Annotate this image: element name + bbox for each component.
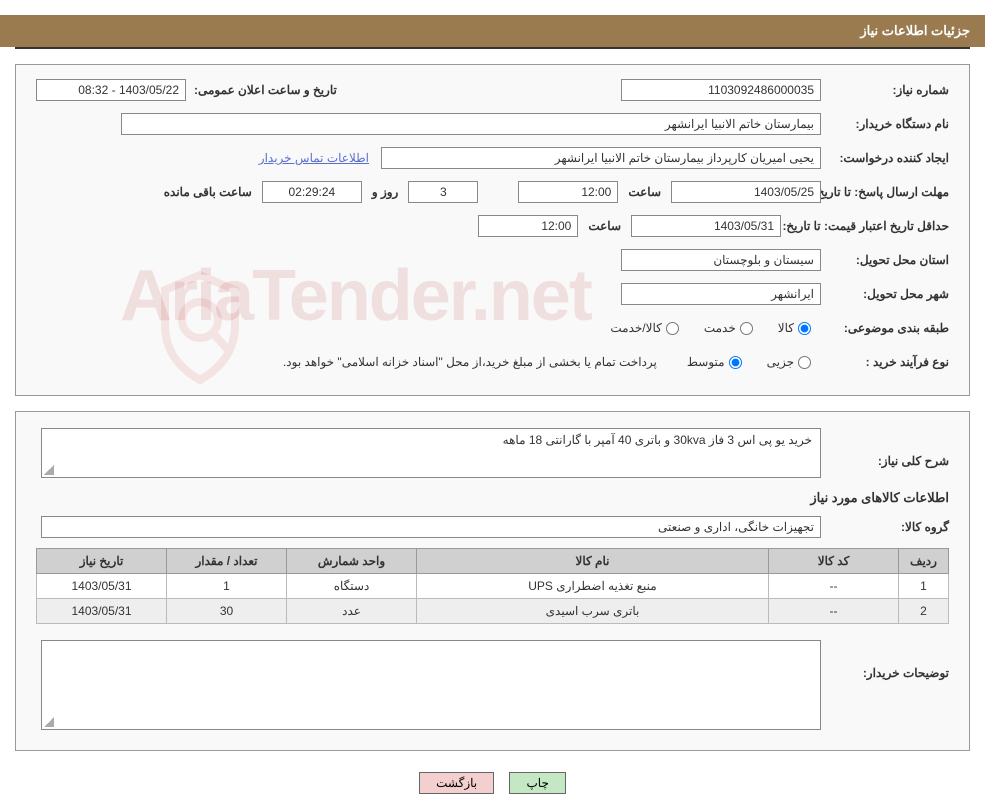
row-need-no: شماره نیاز: 1103092486000035 تاریخ و ساع…: [36, 77, 949, 103]
field-reply-date: 1403/05/25: [671, 181, 821, 203]
cell-row: 2: [899, 599, 949, 624]
label-min-validity: حداقل تاریخ اعتبار قیمت: تا تاریخ:: [789, 219, 949, 233]
field-overall-desc[interactable]: خرید یو پی اس 3 فاز 30kva و باتری 40 آمپ…: [41, 428, 821, 478]
cell-code: --: [769, 599, 899, 624]
button-row: چاپ بازگشت: [0, 766, 985, 812]
buyer-contact-link[interactable]: اطلاعات تماس خریدار: [259, 151, 369, 165]
field-need-no: 1103092486000035: [621, 79, 821, 101]
radio-goods-service-label: کالا/خدمت: [610, 321, 661, 335]
label-time-remaining: ساعت باقی مانده: [164, 185, 252, 199]
label-overall-desc: شرح کلی نیاز:: [829, 424, 949, 468]
cell-qty: 1: [167, 574, 287, 599]
table-row: 1 -- منبع تغذیه اضطراری UPS دستگاه 1 140…: [37, 574, 949, 599]
table-row: 2 -- باتری سرب اسیدی عدد 30 1403/05/31: [37, 599, 949, 624]
field-requester: یحیی امیریان کارپرداز بیمارستان خاتم الا…: [381, 147, 821, 169]
page-title: جزئیات اطلاعات نیاز: [860, 23, 970, 38]
field-validity-date: 1403/05/31: [631, 215, 781, 237]
label-subject-class: طبقه بندی موضوعی:: [829, 321, 949, 335]
cell-date: 1403/05/31: [37, 574, 167, 599]
page-title-bar: جزئیات اطلاعات نیاز: [0, 15, 985, 47]
radio-medium[interactable]: [729, 356, 742, 369]
cell-code: --: [769, 574, 899, 599]
label-reply-deadline: مهلت ارسال پاسخ: تا تاریخ:: [829, 185, 949, 199]
print-button[interactable]: چاپ: [509, 772, 565, 794]
row-goods-group: گروه کالا: تجهیزات خانگی، اداری و صنعتی: [36, 514, 949, 540]
label-announce: تاریخ و ساعت اعلان عمومی:: [194, 83, 337, 97]
th-code: کد کالا: [769, 549, 899, 574]
radio-minor[interactable]: [798, 356, 811, 369]
title-underline: [15, 47, 970, 49]
row-buyer-notes: توضیحات خریدار:: [36, 636, 949, 730]
details-panel: شماره نیاز: 1103092486000035 تاریخ و ساع…: [15, 64, 970, 396]
items-panel: شرح کلی نیاز: خرید یو پی اس 3 فاز 30kva …: [15, 411, 970, 751]
radio-service[interactable]: [740, 322, 753, 335]
label-buyer-notes: توضیحات خریدار:: [829, 636, 949, 680]
cell-unit: عدد: [287, 599, 417, 624]
th-needdate: تاریخ نیاز: [37, 549, 167, 574]
field-city: ایرانشهر: [621, 283, 821, 305]
th-row: ردیف: [899, 549, 949, 574]
items-section-header: اطلاعات کالاهای مورد نیاز: [36, 490, 949, 506]
back-button[interactable]: بازگشت: [419, 772, 494, 794]
row-province: استان محل تحویل: سیستان و بلوچستان: [36, 247, 949, 273]
radio-goods-service[interactable]: [666, 322, 679, 335]
field-hms-left: 02:29:24: [262, 181, 362, 203]
radio-goods-label: کالا: [778, 321, 794, 335]
th-unit: واحد شمارش: [287, 549, 417, 574]
label-requester: ایجاد کننده درخواست:: [829, 151, 949, 165]
label-hour-1: ساعت: [628, 185, 661, 199]
field-buyer-org: بیمارستان خاتم الانبیا ایرانشهر: [121, 113, 821, 135]
field-buyer-notes[interactable]: [41, 640, 821, 730]
cell-row: 1: [899, 574, 949, 599]
cell-name: باتری سرب اسیدی: [417, 599, 769, 624]
label-hour-2: ساعت: [588, 219, 621, 233]
items-table: ردیف کد کالا نام کالا واحد شمارش تعداد /…: [36, 548, 949, 624]
cell-name: منبع تغذیه اضطراری UPS: [417, 574, 769, 599]
label-days-and: روز و: [372, 185, 399, 199]
cell-qty: 30: [167, 599, 287, 624]
row-purchase-type: نوع فرآیند خرید : جزیی متوسط پرداخت تمام…: [36, 349, 949, 375]
row-requester: ایجاد کننده درخواست: یحیی امیریان کارپرد…: [36, 145, 949, 171]
label-goods-group: گروه کالا:: [829, 520, 949, 534]
cell-date: 1403/05/31: [37, 599, 167, 624]
radio-medium-label: متوسط: [687, 355, 725, 369]
th-qty: تعداد / مقدار: [167, 549, 287, 574]
label-city: شهر محل تحویل:: [829, 287, 949, 301]
field-reply-time: 12:00: [518, 181, 618, 203]
field-goods-group: تجهیزات خانگی، اداری و صنعتی: [41, 516, 821, 538]
row-buyer-org: نام دستگاه خریدار: بیمارستان خاتم الانبی…: [36, 111, 949, 137]
field-announce: 1403/05/22 - 08:32: [36, 79, 186, 101]
items-header-row: ردیف کد کالا نام کالا واحد شمارش تعداد /…: [37, 549, 949, 574]
row-validity: حداقل تاریخ اعتبار قیمت: تا تاریخ: 1403/…: [36, 213, 949, 239]
label-need-no: شماره نیاز:: [829, 83, 949, 97]
row-reply-deadline: مهلت ارسال پاسخ: تا تاریخ: 1403/05/25 سا…: [36, 179, 949, 205]
row-subject-class: طبقه بندی موضوعی: کالا خدمت کالا/خدمت: [36, 315, 949, 341]
field-validity-time: 12:00: [478, 215, 578, 237]
label-province: استان محل تحویل:: [829, 253, 949, 267]
th-name: نام کالا: [417, 549, 769, 574]
radio-goods[interactable]: [798, 322, 811, 335]
field-province: سیستان و بلوچستان: [621, 249, 821, 271]
label-purchase-type: نوع فرآیند خرید :: [829, 355, 949, 369]
field-days-left: 3: [408, 181, 478, 203]
row-overall-desc: شرح کلی نیاز: خرید یو پی اس 3 فاز 30kva …: [36, 424, 949, 478]
radio-minor-label: جزیی: [767, 355, 794, 369]
label-buyer-org: نام دستگاه خریدار:: [829, 117, 949, 131]
payment-note: پرداخت تمام یا بخشی از مبلغ خرید،از محل …: [283, 355, 657, 369]
row-city: شهر محل تحویل: ایرانشهر: [36, 281, 949, 307]
radio-service-label: خدمت: [704, 321, 736, 335]
cell-unit: دستگاه: [287, 574, 417, 599]
